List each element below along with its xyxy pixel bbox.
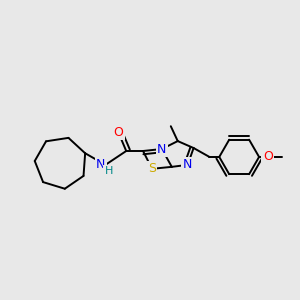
- Text: S: S: [148, 162, 156, 175]
- Text: H: H: [105, 167, 113, 176]
- Text: N: N: [183, 158, 192, 171]
- Text: N: N: [96, 158, 105, 171]
- Text: O: O: [113, 126, 123, 139]
- Text: N: N: [157, 142, 167, 155]
- Text: O: O: [263, 150, 273, 164]
